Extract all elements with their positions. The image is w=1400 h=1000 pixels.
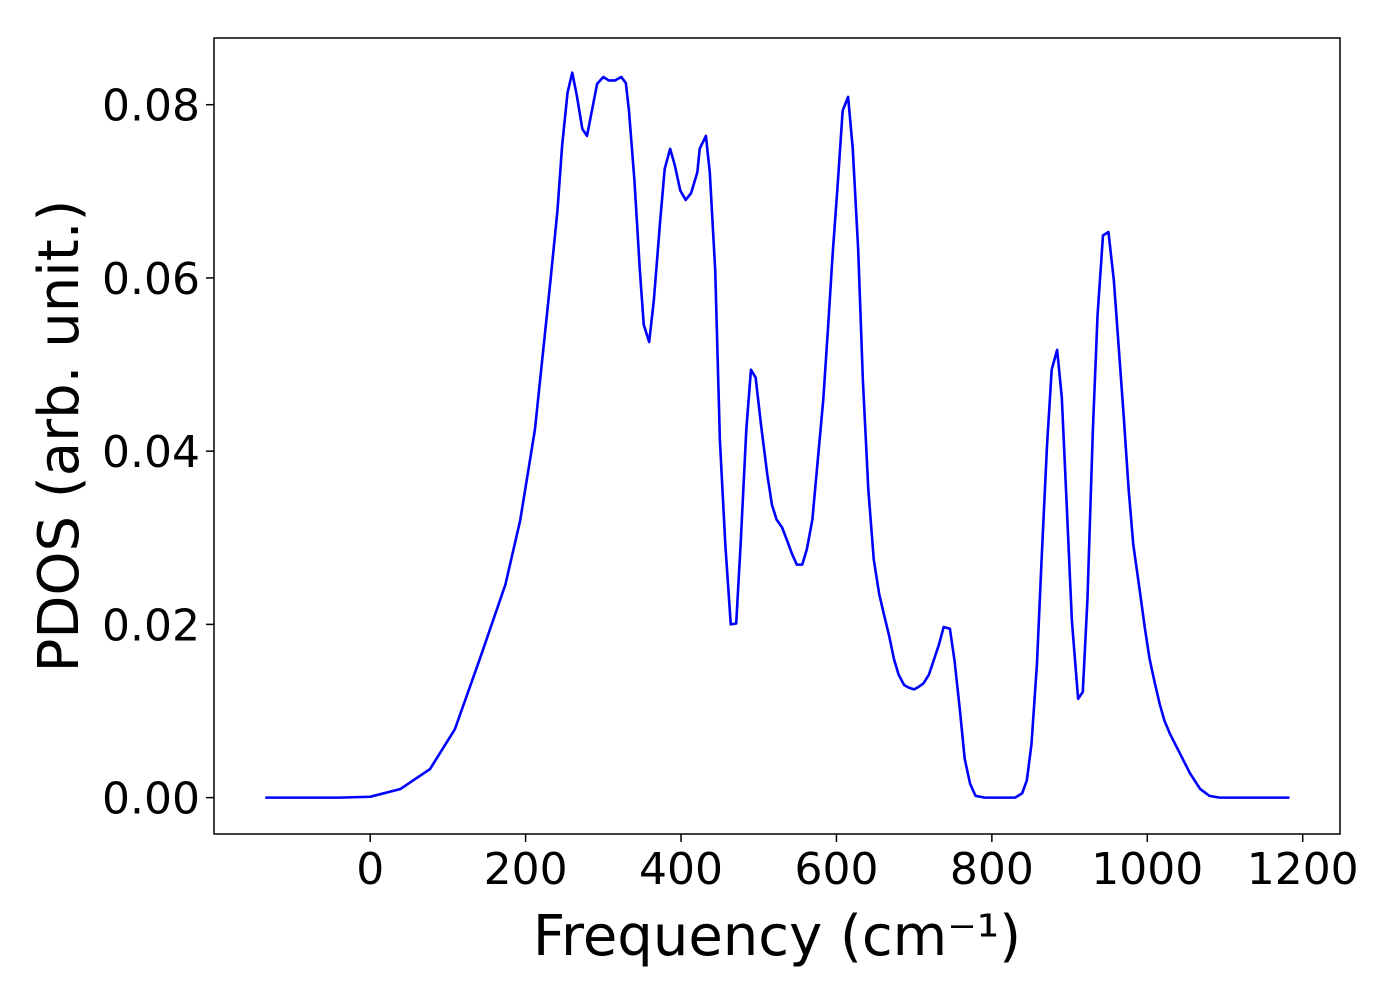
y-axis-label: PDOS (arb. unit.) xyxy=(27,200,92,673)
y-tick-label: 0.06 xyxy=(102,254,200,305)
data-line xyxy=(265,71,1290,799)
y-tick-label: 0.02 xyxy=(102,600,200,651)
y-tick-label: 0.00 xyxy=(102,774,200,825)
y-tick-label: 0.08 xyxy=(102,81,200,132)
x-tick-label: 200 xyxy=(484,844,568,895)
x-tick-label: 600 xyxy=(794,844,878,895)
x-tick-label: 400 xyxy=(639,844,723,895)
x-tick-label: 1200 xyxy=(1247,844,1359,895)
plot-frame xyxy=(213,37,1341,835)
y-tick-label: 0.04 xyxy=(102,427,200,478)
x-tick-label: 800 xyxy=(950,844,1034,895)
x-tick-label: 0 xyxy=(356,844,384,895)
x-tick-label: 1000 xyxy=(1091,844,1203,895)
x-axis-label: Frequency (cm⁻¹) xyxy=(533,904,1021,969)
